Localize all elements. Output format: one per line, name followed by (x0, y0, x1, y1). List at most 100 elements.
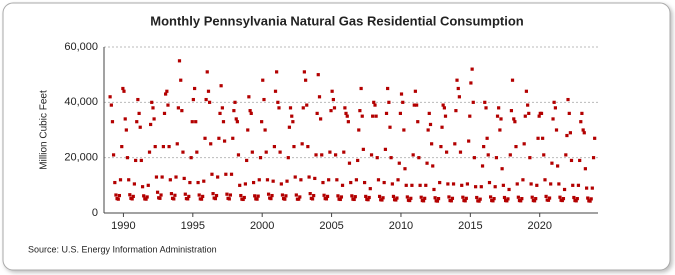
point (514, 145, 518, 149)
point (521, 178, 525, 182)
point (256, 194, 260, 198)
point (356, 158, 360, 163)
point (349, 180, 353, 185)
point (227, 197, 231, 201)
point (554, 128, 559, 132)
point (301, 106, 305, 110)
point (264, 150, 268, 154)
point (331, 97, 335, 102)
point (364, 194, 368, 198)
point (373, 103, 377, 107)
point (513, 120, 517, 124)
point (552, 100, 556, 104)
point (589, 197, 593, 201)
point (578, 158, 582, 163)
point (324, 197, 329, 201)
point (199, 197, 204, 201)
point (529, 182, 533, 186)
point (475, 195, 479, 200)
point (507, 187, 511, 192)
y-axis-label: Million Cubic Feet (39, 90, 50, 170)
point (360, 114, 364, 118)
point (500, 167, 504, 171)
point (353, 195, 357, 199)
point (203, 136, 207, 140)
point (125, 156, 130, 160)
point (308, 192, 312, 196)
point (352, 197, 356, 202)
point (371, 114, 375, 118)
point (427, 111, 431, 115)
point (151, 106, 155, 110)
point (248, 109, 252, 113)
point (216, 175, 220, 179)
point (288, 106, 293, 110)
point (535, 183, 539, 187)
point (338, 197, 342, 202)
point (484, 106, 488, 110)
point (233, 100, 237, 104)
point (232, 109, 236, 113)
point (182, 176, 186, 181)
point (181, 150, 185, 154)
point (539, 111, 544, 115)
point (266, 192, 271, 196)
point (551, 117, 555, 121)
point (304, 78, 308, 82)
point (471, 100, 475, 104)
point (541, 136, 545, 140)
point (456, 86, 460, 91)
point (469, 81, 473, 85)
point (332, 106, 337, 110)
point (519, 199, 523, 203)
point (388, 125, 392, 129)
point (593, 136, 597, 140)
point (147, 150, 152, 154)
point (453, 142, 457, 146)
point (116, 197, 120, 201)
point (510, 78, 515, 82)
point (194, 120, 198, 124)
point (255, 197, 259, 201)
point (214, 193, 219, 198)
point (236, 153, 241, 157)
point (470, 67, 474, 71)
point (488, 195, 493, 199)
point (191, 97, 195, 102)
point (166, 103, 170, 107)
point (527, 111, 531, 115)
point (140, 185, 145, 189)
point (138, 125, 142, 129)
point (485, 136, 489, 140)
point (228, 193, 233, 197)
point (283, 197, 287, 201)
point (417, 156, 421, 160)
point (581, 128, 585, 132)
point (493, 185, 497, 189)
point (405, 195, 409, 199)
point (421, 199, 426, 203)
point (483, 100, 487, 104)
point (445, 150, 449, 154)
point (395, 196, 399, 200)
point (339, 195, 344, 199)
point (209, 142, 213, 146)
point (380, 198, 384, 202)
point (562, 187, 567, 192)
frame (2, 2, 671, 271)
point (382, 180, 386, 185)
point (217, 136, 221, 140)
point (542, 153, 546, 157)
point (239, 193, 243, 198)
point (222, 139, 227, 143)
point (586, 196, 590, 200)
point (242, 195, 246, 200)
point (300, 142, 304, 146)
point (342, 150, 346, 154)
point (497, 106, 501, 110)
point (273, 89, 278, 93)
point (245, 158, 249, 163)
point (109, 103, 113, 107)
point (210, 172, 214, 176)
point (530, 195, 534, 199)
